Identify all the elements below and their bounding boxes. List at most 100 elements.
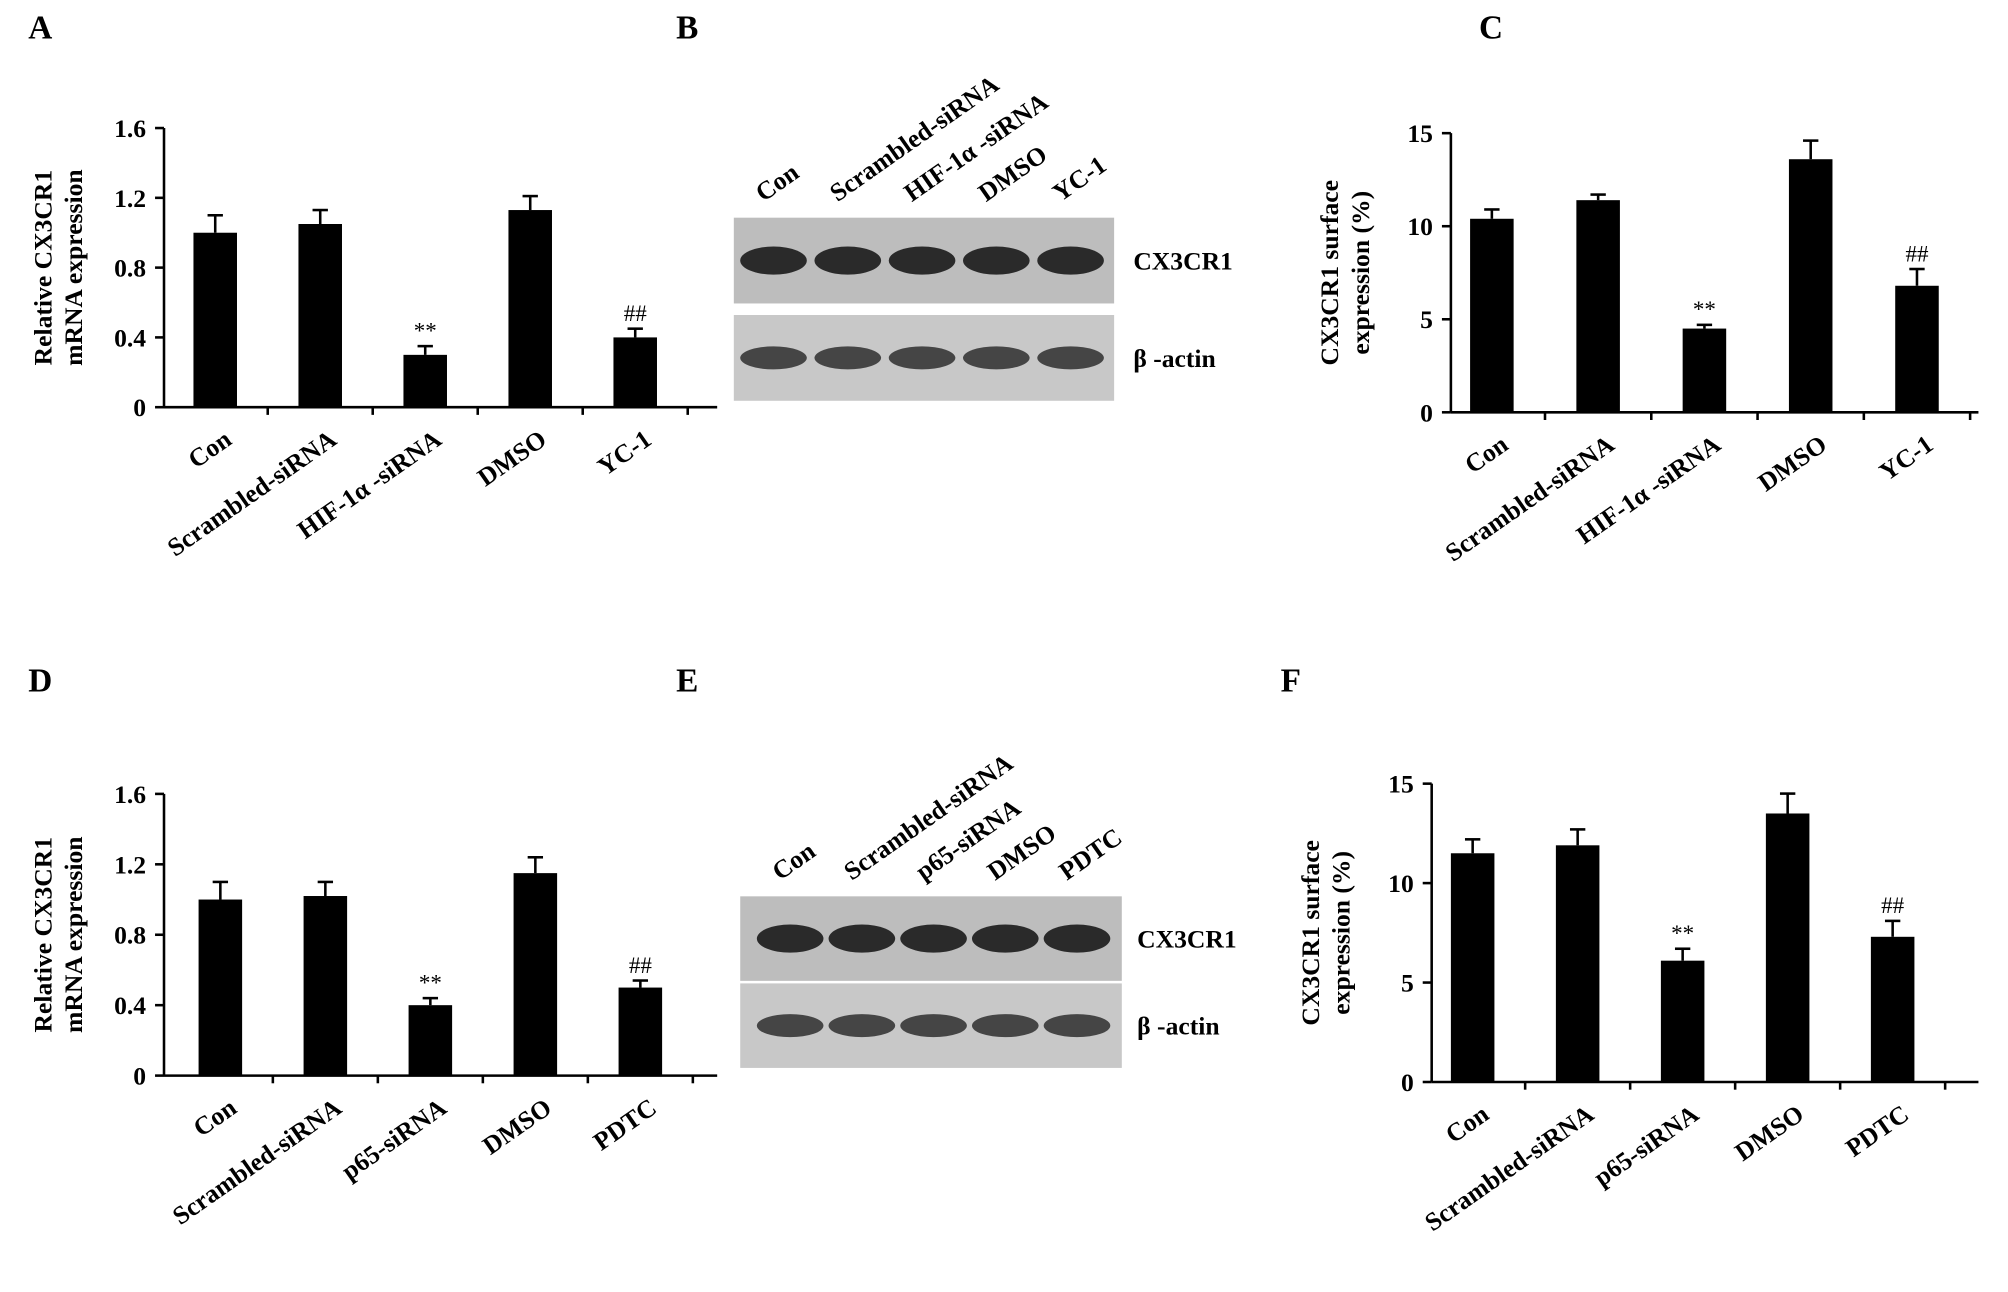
bar [618, 987, 663, 1076]
error-bar [1779, 792, 1796, 814]
y-tick-label: 1.2 [114, 850, 146, 879]
blot-band [814, 346, 882, 370]
bar [193, 232, 237, 408]
bar [408, 1005, 453, 1076]
blot-band [740, 346, 807, 370]
annotation: ## [1905, 240, 1929, 266]
blot-band [900, 1014, 967, 1038]
x-tick-label: Con [1459, 429, 1513, 479]
y-tick-label: 0 [1401, 1068, 1414, 1097]
bar [1682, 328, 1727, 413]
x-tick-label: Con [183, 424, 237, 474]
lane-label: Con [750, 157, 804, 207]
blot-band [963, 246, 1030, 275]
x-tick-label: Con [1440, 1099, 1494, 1149]
error-bar [312, 208, 328, 225]
y-tick-label: 15 [1388, 770, 1414, 799]
bar [298, 224, 342, 408]
bar [1555, 845, 1600, 1083]
band-label: β -actin [1133, 344, 1215, 373]
annotation: ** [414, 317, 437, 343]
error-bar [417, 344, 433, 355]
error-bar [527, 855, 544, 874]
panel-label: A [28, 9, 52, 46]
panel-label: E [676, 662, 698, 699]
x-tick-label: DMSO [477, 1093, 557, 1161]
x-tick-label: YC-1 [592, 424, 656, 481]
annotation: ** [1693, 296, 1716, 322]
x-tick-label: DMSO [1753, 429, 1833, 497]
x-tick-label: PDTC [588, 1093, 662, 1157]
y-tick-label: 0 [133, 1062, 146, 1091]
bar [613, 337, 657, 408]
blot-band [1037, 246, 1104, 275]
bar [1895, 285, 1939, 413]
band-label: β -actin [1137, 1012, 1219, 1041]
annotation: ## [624, 300, 648, 326]
error-bar [422, 996, 439, 1006]
y-axis-label: mRNA expression [59, 837, 88, 1033]
blot-band [756, 1014, 824, 1038]
blot-band [1043, 924, 1111, 953]
y-axis-label: CX3CR1 surface [1315, 180, 1344, 366]
panel-label: F [1281, 662, 1301, 699]
bar [508, 210, 552, 408]
y-axis-label: Relative CX3CR1 [28, 837, 57, 1032]
blot-band [971, 1014, 1039, 1038]
error-bar [1464, 838, 1481, 854]
error-bar [1484, 208, 1500, 219]
x-tick-label: Con [188, 1093, 242, 1143]
error-bar [1884, 919, 1901, 937]
y-tick-label: 0.4 [114, 991, 146, 1020]
blot-band [1037, 346, 1104, 370]
y-tick-label: 1.6 [114, 114, 146, 143]
x-tick-label: PDTC [1840, 1099, 1914, 1163]
y-tick-label: 5 [1420, 305, 1433, 334]
annotation: ## [1881, 892, 1905, 918]
y-tick-label: 10 [1407, 212, 1433, 241]
blot-band [1043, 1014, 1111, 1038]
y-tick-label: 0 [133, 393, 146, 422]
blot-band [888, 246, 956, 275]
annotation: ** [419, 969, 442, 995]
blot-band [756, 924, 824, 953]
bar [403, 354, 447, 408]
bar [1450, 853, 1495, 1083]
error-bar [1909, 267, 1925, 286]
error-bar [1803, 139, 1819, 160]
bar [1765, 813, 1810, 1083]
band-label: CX3CR1 [1133, 247, 1233, 276]
error-bar [1696, 323, 1713, 329]
y-tick-label: 0 [1420, 398, 1433, 427]
error-bar [207, 213, 223, 233]
y-tick-label: 0.8 [114, 254, 146, 283]
lane-label: PDTC [1054, 822, 1128, 886]
y-axis-label: mRNA expression [59, 169, 88, 365]
y-tick-label: 10 [1388, 869, 1414, 898]
blot-band [971, 924, 1039, 953]
panel-label: C [1479, 9, 1503, 46]
x-tick-label: DMSO [1729, 1099, 1809, 1167]
x-tick-label: p65-siRNA [1588, 1099, 1704, 1192]
panel-label: D [28, 662, 52, 699]
y-tick-label: 0.4 [114, 323, 146, 352]
bar [1660, 960, 1705, 1083]
bar [198, 899, 243, 1076]
error-bar [1590, 193, 1606, 201]
lane-label: YC-1 [1047, 150, 1111, 207]
error-bar [632, 979, 649, 988]
blot-band [740, 246, 807, 275]
annotation: ## [629, 952, 653, 978]
blot-band [828, 1014, 896, 1038]
bar [513, 873, 558, 1076]
error-bar [1569, 828, 1586, 846]
band-label: CX3CR1 [1137, 925, 1237, 954]
y-tick-label: 15 [1407, 119, 1433, 148]
y-axis-label: expression (%) [1346, 191, 1375, 355]
error-bar [1674, 947, 1691, 961]
y-axis-label: expression (%) [1327, 851, 1356, 1015]
blot-band [900, 924, 967, 953]
blot-band [963, 346, 1030, 370]
y-tick-label: 0.8 [114, 921, 146, 950]
